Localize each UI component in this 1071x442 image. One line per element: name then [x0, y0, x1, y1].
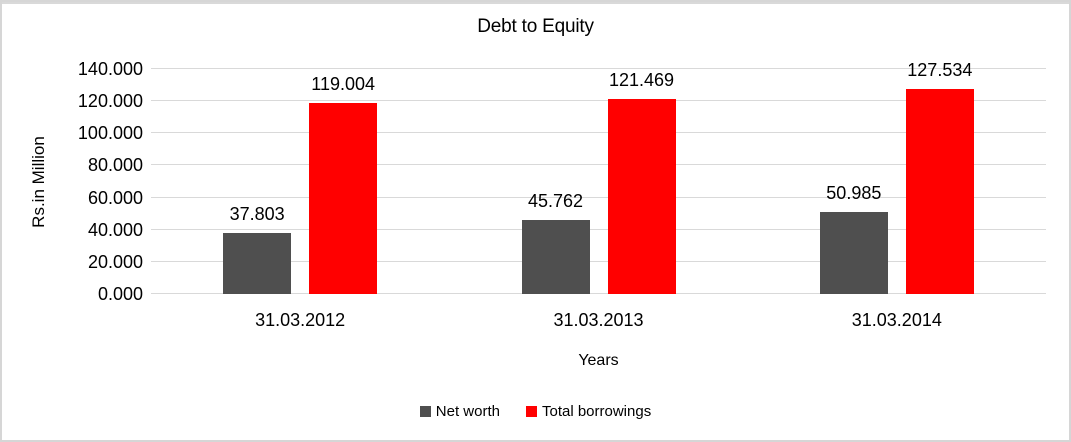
bar-net-worth: [521, 220, 590, 294]
plot-area: 37.803 119.004 45.762 121.469 50.985 127.534: [151, 60, 1046, 294]
x-axis-category-label: 31.03.2014: [851, 310, 942, 330]
y-axis-tick-label: 60.000: [87, 187, 143, 208]
y-axis-title: Rs.in Million: [29, 136, 48, 228]
y-axis-tick-label: 80.000: [87, 155, 143, 176]
y-axis-tick-label: 140.000: [77, 59, 143, 79]
bar-net-worth: [819, 212, 888, 294]
data-label: 127.534: [907, 60, 973, 81]
data-label: 45.762: [527, 191, 584, 212]
gridline: [151, 196, 1046, 198]
bar-total-borrowings: [309, 102, 378, 294]
legend-swatch: [525, 406, 537, 417]
legend-label: Net worth: [435, 403, 500, 420]
gridline: [151, 164, 1046, 166]
gridline: [151, 260, 1046, 262]
legend-swatch: [419, 406, 431, 417]
y-axis-tick-label: 100.000: [77, 123, 143, 144]
y-axis-tick-label: 120.000: [77, 91, 143, 112]
legend-item-net-worth: Net worth: [419, 403, 500, 420]
y-axis-tick-label: 40.000: [87, 219, 143, 240]
data-label: 119.004: [311, 73, 376, 94]
x-axis-category-label: 31.03.2013: [553, 310, 644, 330]
chart-title: Debt to Equity: [477, 16, 594, 37]
data-label: 50.985: [826, 183, 882, 204]
x-axis-title: Years: [578, 352, 619, 369]
bar-total-borrowings: [607, 98, 676, 294]
data-label: 37.803: [229, 204, 285, 225]
gridline: [151, 132, 1046, 134]
gridline: [151, 293, 1046, 294]
gridline: [151, 68, 1046, 69]
x-axis-category-label: 31.03.2012: [255, 310, 346, 330]
legend-label: Total borrowings: [541, 403, 652, 420]
bar-total-borrowings: [905, 89, 974, 294]
data-label: 121.469: [608, 69, 675, 90]
legend-item-total-borrowings: Total borrowings: [525, 403, 652, 420]
y-axis-tick-label: 0.000: [97, 284, 143, 304]
bar-net-worth: [223, 233, 292, 294]
y-axis-tick-label: 20.000: [87, 251, 143, 272]
gridline: [151, 228, 1046, 230]
legend: Net worth Total borrowings: [0, 403, 1071, 420]
gridline: [151, 100, 1046, 102]
